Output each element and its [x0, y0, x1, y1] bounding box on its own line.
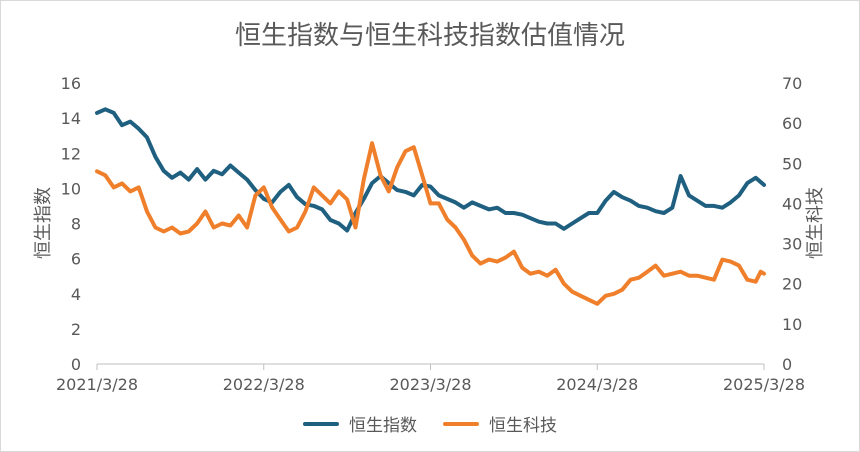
y-tick-label-right: 60	[782, 114, 802, 133]
y-axis-title-left: 恒生指数	[33, 187, 54, 259]
y-tick-label-right: 30	[782, 235, 802, 254]
legend-swatch-hstech	[443, 421, 479, 426]
legend-label-hstech: 恒生科技	[489, 416, 557, 436]
series-line-hstech	[95, 141, 766, 306]
y-tick-label-left: 16	[61, 74, 81, 93]
legend-swatch-hsi	[303, 421, 339, 426]
y-tick-label-left: 14	[61, 109, 81, 128]
x-tick-label: 2024/3/28	[556, 375, 638, 394]
y-tick-label-left: 4	[71, 285, 81, 304]
y-tick-label-right: 70	[782, 74, 802, 93]
legend-label-hsi: 恒生指数	[349, 416, 417, 436]
y-tick-label-left: 0	[71, 355, 81, 374]
axes-layer: 0 2 4 6 8 10 12 14 16 0 10 20 30 40 50 60 70 2021/3/28 202…	[56, 74, 805, 394]
legend: 恒生指数 恒生科技	[1, 411, 859, 436]
series-line-hsi	[95, 107, 766, 233]
y-tick-label-left: 12	[61, 144, 81, 163]
y-tick-label-left: 2	[71, 320, 81, 339]
y-tick-label-right: 20	[782, 275, 802, 294]
x-tick-label: 2022/3/28	[223, 375, 305, 394]
y-tick-label-right: 0	[782, 355, 792, 374]
y-tick-label-right: 40	[782, 194, 802, 213]
x-tick-label: 2021/3/28	[56, 375, 138, 394]
chart-title: 恒生指数与恒生科技指数估值情况	[234, 21, 625, 51]
y-tick-label-left: 6	[71, 250, 81, 269]
x-tick-label: 2023/3/28	[389, 375, 471, 394]
y-tick-label-right: 50	[782, 154, 802, 173]
y-tick-label-left: 10	[61, 179, 81, 198]
x-tick-label: 2025/3/28	[723, 375, 805, 394]
series-layer	[95, 107, 766, 306]
legend-item-hsi: 恒生指数	[303, 411, 417, 436]
y-tick-label-right: 10	[782, 315, 802, 334]
y-tick-label-left: 8	[71, 215, 81, 234]
legend-item-hstech: 恒生科技	[443, 411, 557, 436]
y-axis-title-right: 恒生科技	[805, 187, 826, 259]
